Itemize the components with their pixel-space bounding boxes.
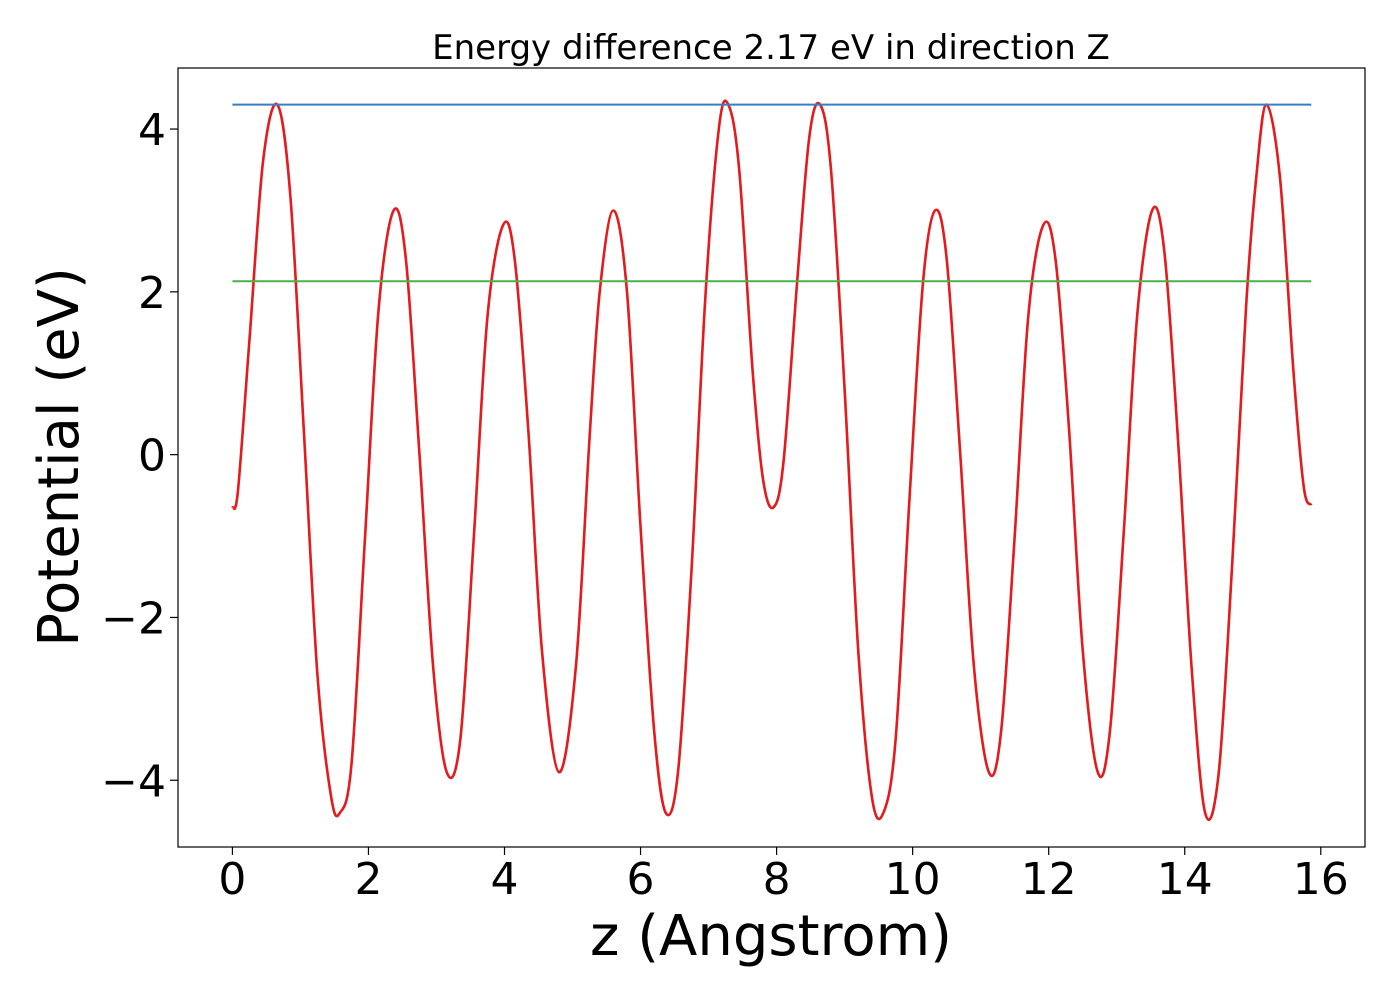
y-tick-label: 2: [138, 268, 166, 319]
x-axis-label: z (Angstrom): [590, 904, 952, 969]
chart-title: Energy difference 2.17 eV in direction Z: [432, 28, 1110, 68]
y-axis-ticks: −4 −2 0 2 4: [101, 105, 178, 807]
y-tick-label: 0: [138, 431, 166, 482]
y-tick-label: −4: [101, 756, 166, 807]
y-tick-label: 4: [138, 105, 166, 156]
x-tick-label: 4: [491, 854, 519, 905]
x-tick-label: 2: [354, 854, 382, 905]
plot-area: [177, 67, 1366, 848]
x-tick-label: 16: [1293, 854, 1349, 905]
x-axis-ticks: 0 2 4 6 8 10 12 14 16: [218, 847, 1349, 905]
potential-curve: [231, 99, 1313, 821]
y-axis-label: Potential (eV): [27, 267, 92, 647]
series-layer: [231, 99, 1313, 821]
plot-frame: [177, 67, 1366, 848]
x-tick-label: 6: [627, 854, 655, 905]
x-tick-label: 8: [763, 854, 791, 905]
x-tick-label: 14: [1157, 854, 1213, 905]
x-tick-label: 0: [218, 854, 246, 905]
y-tick-label: −2: [101, 593, 166, 644]
x-tick-label: 10: [885, 854, 941, 905]
x-tick-label: 12: [1021, 854, 1077, 905]
